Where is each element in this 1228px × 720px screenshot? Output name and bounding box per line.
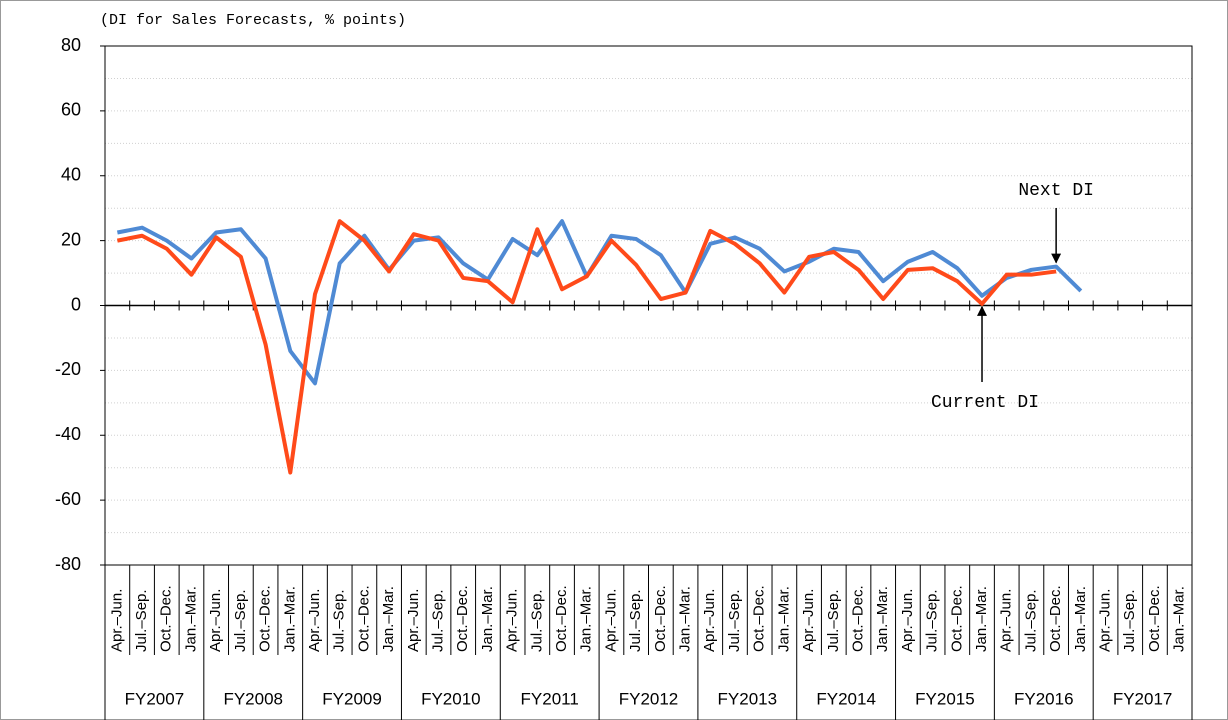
x-tick-label: Apr.–Jun. [207, 589, 224, 652]
group-label: FY2013 [718, 689, 778, 708]
x-tick-label: Jan.–Mar. [182, 586, 199, 652]
x-tick-label: Oct.–Dec. [553, 585, 570, 652]
x-tick-label: Jan.–Mar. [380, 586, 397, 652]
y-tick-label: 40 [61, 165, 81, 185]
group-label: FY2010 [421, 689, 481, 708]
x-tick-label: Oct.–Dec. [751, 585, 768, 652]
x-tick-label: Oct.–Dec. [948, 585, 965, 652]
group-label: FY2017 [1113, 689, 1173, 708]
x-tick-label: Jul.–Sep. [133, 589, 150, 652]
x-tick-label: Apr.–Jun. [701, 589, 718, 652]
x-tick-label: Oct.–Dec. [652, 585, 669, 652]
y-tick-label: 20 [61, 229, 81, 249]
x-tick-label: Jan.–Mar. [677, 586, 694, 652]
x-tick-label: Oct.–Dec. [355, 585, 372, 652]
x-tick-label: Apr.–Jun. [1097, 589, 1114, 652]
x-tick-label: Jan.–Mar. [775, 586, 792, 652]
x-tick-label: Jan.–Mar. [578, 586, 595, 652]
x-tick-label: Oct.–Dec. [454, 585, 471, 652]
x-tick-label: Oct.–Dec. [1146, 585, 1163, 652]
series-label: Next DI [1018, 181, 1094, 201]
x-tick-label: Apr.–Jun. [998, 589, 1015, 652]
x-tick-label: Jul.–Sep. [1121, 589, 1138, 652]
y-tick-label: -60 [55, 489, 81, 509]
group-label: FY2011 [521, 689, 579, 708]
group-label: FY2016 [1014, 689, 1074, 708]
x-tick-label: Jul.–Sep. [627, 589, 644, 652]
x-tick-label: Jul.–Sep. [924, 589, 941, 652]
group-label: FY2012 [619, 689, 679, 708]
x-tick-label: Apr.–Jun. [602, 589, 619, 652]
y-tick-label: 80 [61, 35, 81, 55]
x-tick-label: Jan.–Mar. [1072, 586, 1089, 652]
series-line [116, 219, 1057, 475]
x-tick-label: Oct.–Dec. [158, 585, 175, 652]
x-tick-label: Apr.–Jun. [504, 589, 521, 652]
x-tick-label: Jan.–Mar. [479, 586, 496, 652]
x-tick-label: Jan.–Mar. [973, 586, 990, 652]
y-tick-label: 60 [61, 100, 81, 120]
y-tick-label: 0 [71, 294, 81, 314]
y-tick-label: -20 [55, 359, 81, 379]
group-label: FY2008 [223, 689, 283, 708]
x-tick-label: Apr.–Jun. [800, 589, 817, 652]
x-tick-label: Jul.–Sep. [726, 589, 743, 652]
x-tick-label: Jul.–Sep. [232, 589, 249, 652]
group-label: FY2009 [322, 689, 382, 708]
axis-unit-label: (DI for Sales Forecasts, % points) [100, 12, 406, 29]
x-tick-label: Jul.–Sep. [528, 589, 545, 652]
x-tick-label: Apr.–Jun. [899, 589, 916, 652]
x-tick-label: Jul.–Sep. [825, 589, 842, 652]
x-tick-label: Jan.–Mar. [874, 586, 891, 652]
x-tick-label: Apr.–Jun. [405, 589, 422, 652]
y-tick-label: -80 [55, 554, 81, 574]
x-tick-label: Oct.–Dec. [1047, 585, 1064, 652]
group-label: FY2007 [125, 689, 185, 708]
x-tick-label: Jul.–Sep. [1022, 589, 1039, 652]
group-label: FY2014 [816, 689, 876, 708]
y-tick-label: -40 [55, 424, 81, 444]
x-tick-label: Oct.–Dec. [257, 585, 274, 652]
x-tick-label: Jan.–Mar. [281, 586, 298, 652]
x-tick-label: Jan.–Mar. [1171, 586, 1188, 652]
x-tick-label: Apr.–Jun. [108, 589, 125, 652]
group-label: FY2015 [915, 689, 975, 708]
x-tick-label: Jul.–Sep. [331, 589, 348, 652]
x-tick-label: Apr.–Jun. [306, 589, 323, 652]
series-label: Current DI [931, 393, 1039, 413]
x-tick-label: Jul.–Sep. [429, 589, 446, 652]
x-tick-label: Oct.–Dec. [849, 585, 866, 652]
